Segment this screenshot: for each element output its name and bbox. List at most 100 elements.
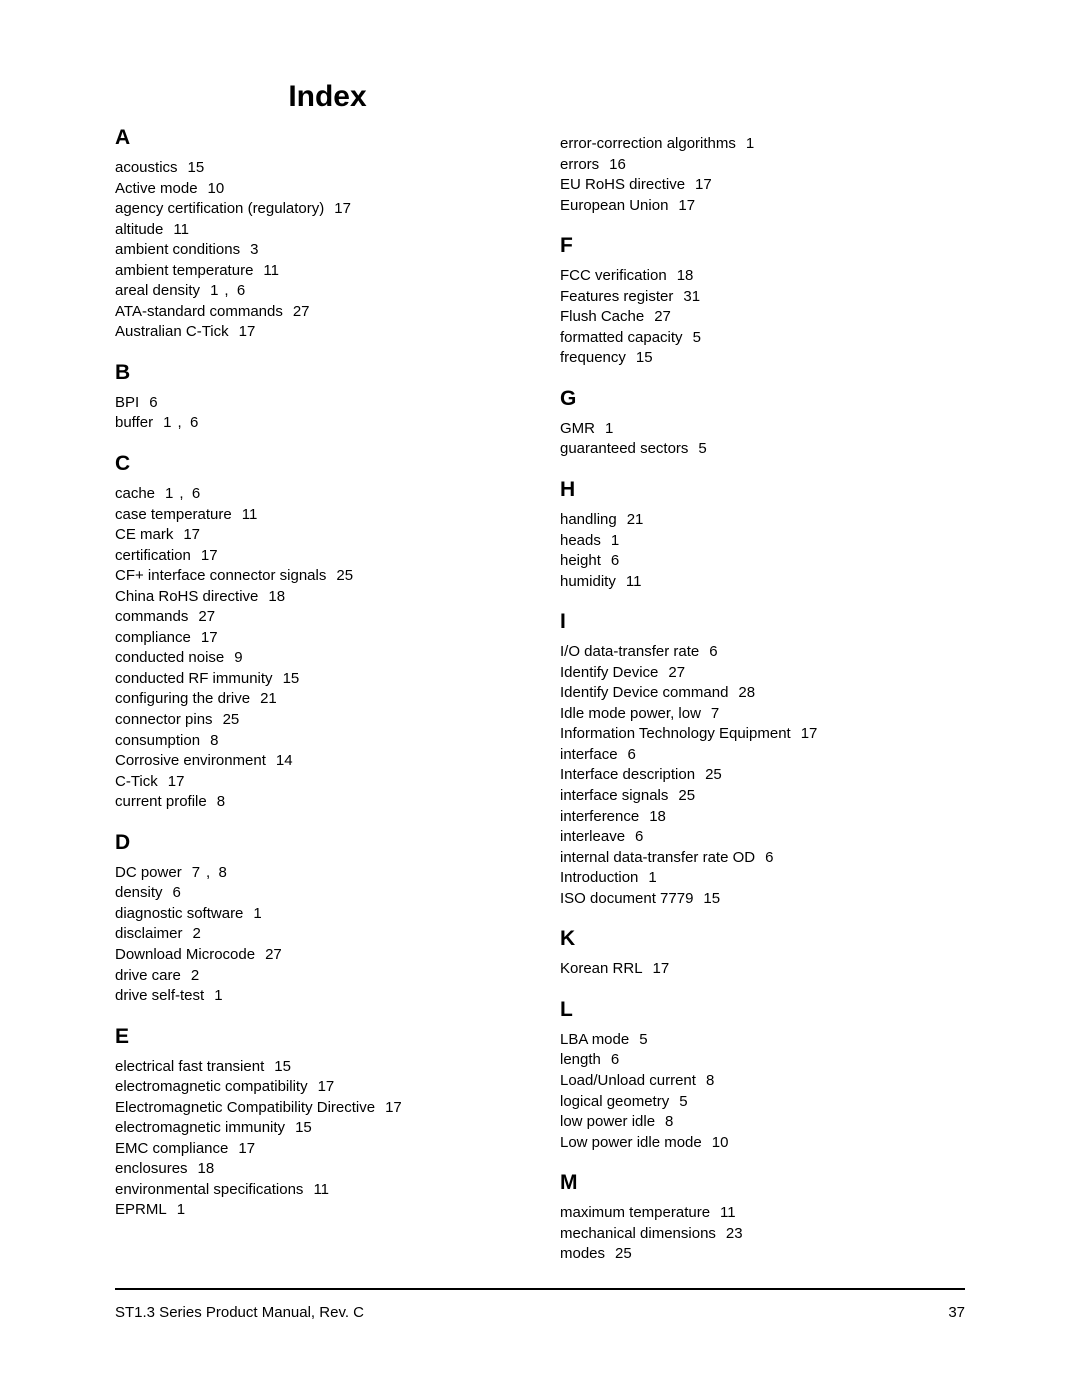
page-ref[interactable]: 16 (609, 156, 626, 173)
page-ref[interactable]: 17 (239, 323, 256, 340)
page-ref[interactable]: 25 (678, 787, 695, 804)
page-ref[interactable]: 5 (639, 1031, 647, 1048)
page-ref[interactable]: 17 (201, 547, 218, 564)
page-ref[interactable]: 15 (188, 159, 205, 176)
page-ref[interactable]: 10 (712, 1134, 729, 1151)
page-ref[interactable]: 17 (334, 200, 351, 217)
index-pages: 5 (679, 1093, 693, 1110)
page-ref[interactable]: 1 (214, 987, 222, 1004)
page-ref[interactable]: 1 (163, 414, 171, 431)
page-ref[interactable]: 6 (765, 849, 773, 866)
page-ref[interactable]: 17 (168, 773, 185, 790)
page-ref[interactable]: 11 (720, 1204, 736, 1221)
page-ref[interactable]: 25 (223, 711, 240, 728)
page-ref[interactable]: 1 (210, 282, 218, 299)
page-ref[interactable]: 25 (615, 1245, 632, 1262)
page-ref[interactable]: 15 (274, 1058, 291, 1075)
page-ref[interactable]: 15 (703, 890, 720, 907)
page-ref[interactable]: 7 (192, 864, 200, 881)
page-ref[interactable]: 21 (260, 690, 277, 707)
index-pages: 6 (765, 849, 779, 866)
section-letter: B (115, 361, 520, 385)
index-pages: 9 (234, 649, 248, 666)
page-ref[interactable]: 23 (726, 1225, 743, 1242)
page-ref[interactable]: 17 (801, 725, 818, 742)
page-ref[interactable]: 21 (627, 511, 644, 528)
index-term: China RoHS directive (115, 588, 258, 605)
index-entry: length6 (560, 1050, 965, 1071)
index-pages: 11 (626, 573, 648, 590)
page-ref[interactable]: 17 (653, 960, 670, 977)
page-ref[interactable]: 15 (636, 349, 653, 366)
page-ref[interactable]: 25 (705, 766, 722, 783)
page-ref[interactable]: 10 (208, 180, 225, 197)
index-term: internal data-transfer rate OD (560, 849, 755, 866)
page-ref[interactable]: 17 (183, 526, 200, 543)
page-ref[interactable]: 5 (679, 1093, 687, 1110)
index-term: interleave (560, 828, 625, 845)
page-ref[interactable]: 1 (605, 420, 613, 437)
page-ref[interactable]: 27 (654, 308, 671, 325)
page-ref[interactable]: 8 (210, 732, 218, 749)
index-entry: ambient temperature11 (115, 261, 520, 282)
page-ref[interactable]: 3 (250, 241, 258, 258)
page-ref[interactable]: 1 (746, 135, 754, 152)
page-ref[interactable]: 1 (611, 532, 619, 549)
index-entry: heads1 (560, 531, 965, 552)
page-ref[interactable]: 6 (192, 485, 200, 502)
page-ref[interactable]: 6 (628, 746, 636, 763)
page-ref[interactable]: 8 (706, 1072, 714, 1089)
page-ref[interactable]: 18 (677, 267, 694, 284)
page-ref[interactable]: 14 (276, 752, 293, 769)
page-ref[interactable]: 8 (217, 793, 225, 810)
page-ref[interactable]: 6 (190, 414, 198, 431)
page-ref[interactable]: 2 (191, 967, 199, 984)
page-ref[interactable]: 17 (238, 1140, 255, 1157)
page-ref[interactable]: 8 (219, 864, 227, 881)
page-ref[interactable]: 27 (198, 608, 215, 625)
index-term: acoustics (115, 159, 178, 176)
page-ref[interactable]: 6 (173, 884, 181, 901)
page-ref[interactable]: 1 (253, 905, 261, 922)
page-ref[interactable]: 28 (738, 684, 755, 701)
page-ref[interactable]: 27 (668, 664, 685, 681)
page-ref[interactable]: 18 (198, 1160, 215, 1177)
page-ref[interactable]: 11 (173, 221, 189, 238)
page-ref[interactable]: 17 (695, 176, 712, 193)
page-ref[interactable]: 18 (268, 588, 285, 605)
page-ref[interactable]: 15 (295, 1119, 312, 1136)
page-ref[interactable]: 6 (611, 552, 619, 569)
page-ref[interactable]: 6 (635, 828, 643, 845)
page-ref[interactable]: 6 (149, 394, 157, 411)
index-term: areal density (115, 282, 200, 299)
page-ref[interactable]: 17 (318, 1078, 335, 1095)
page-ref[interactable]: 7 (711, 705, 719, 722)
page-ref[interactable]: 25 (336, 567, 353, 584)
page-ref[interactable]: 5 (698, 440, 706, 457)
page-ref[interactable]: 15 (283, 670, 300, 687)
page-ref[interactable]: 11 (626, 573, 642, 590)
page-ref[interactable]: 11 (263, 262, 279, 279)
page-ref[interactable]: 27 (293, 303, 310, 320)
page-ref[interactable]: 18 (649, 808, 666, 825)
page-ref[interactable]: 31 (683, 288, 700, 305)
page-ref[interactable]: 6 (237, 282, 245, 299)
page-ref[interactable]: 11 (242, 506, 258, 523)
page-ref[interactable]: 2 (193, 925, 201, 942)
page-ref[interactable]: 6 (611, 1051, 619, 1068)
page-ref[interactable]: 6 (709, 643, 717, 660)
index-pages: 6 (709, 643, 723, 660)
page-ref[interactable]: 1 (165, 485, 173, 502)
index-pages: 7, 8 (192, 864, 233, 881)
page-ref[interactable]: 1 (648, 869, 656, 886)
index-entry: Idle mode power, low7 (560, 704, 965, 725)
page-ref[interactable]: 9 (234, 649, 242, 666)
page-ref[interactable]: 27 (265, 946, 282, 963)
page-ref[interactable]: 17 (678, 197, 695, 214)
page-ref[interactable]: 11 (313, 1181, 329, 1198)
page-ref[interactable]: 8 (665, 1113, 673, 1130)
page-ref[interactable]: 17 (201, 629, 218, 646)
page-ref[interactable]: 5 (693, 329, 701, 346)
page-ref[interactable]: 17 (385, 1099, 402, 1116)
page-ref[interactable]: 1 (177, 1201, 185, 1218)
